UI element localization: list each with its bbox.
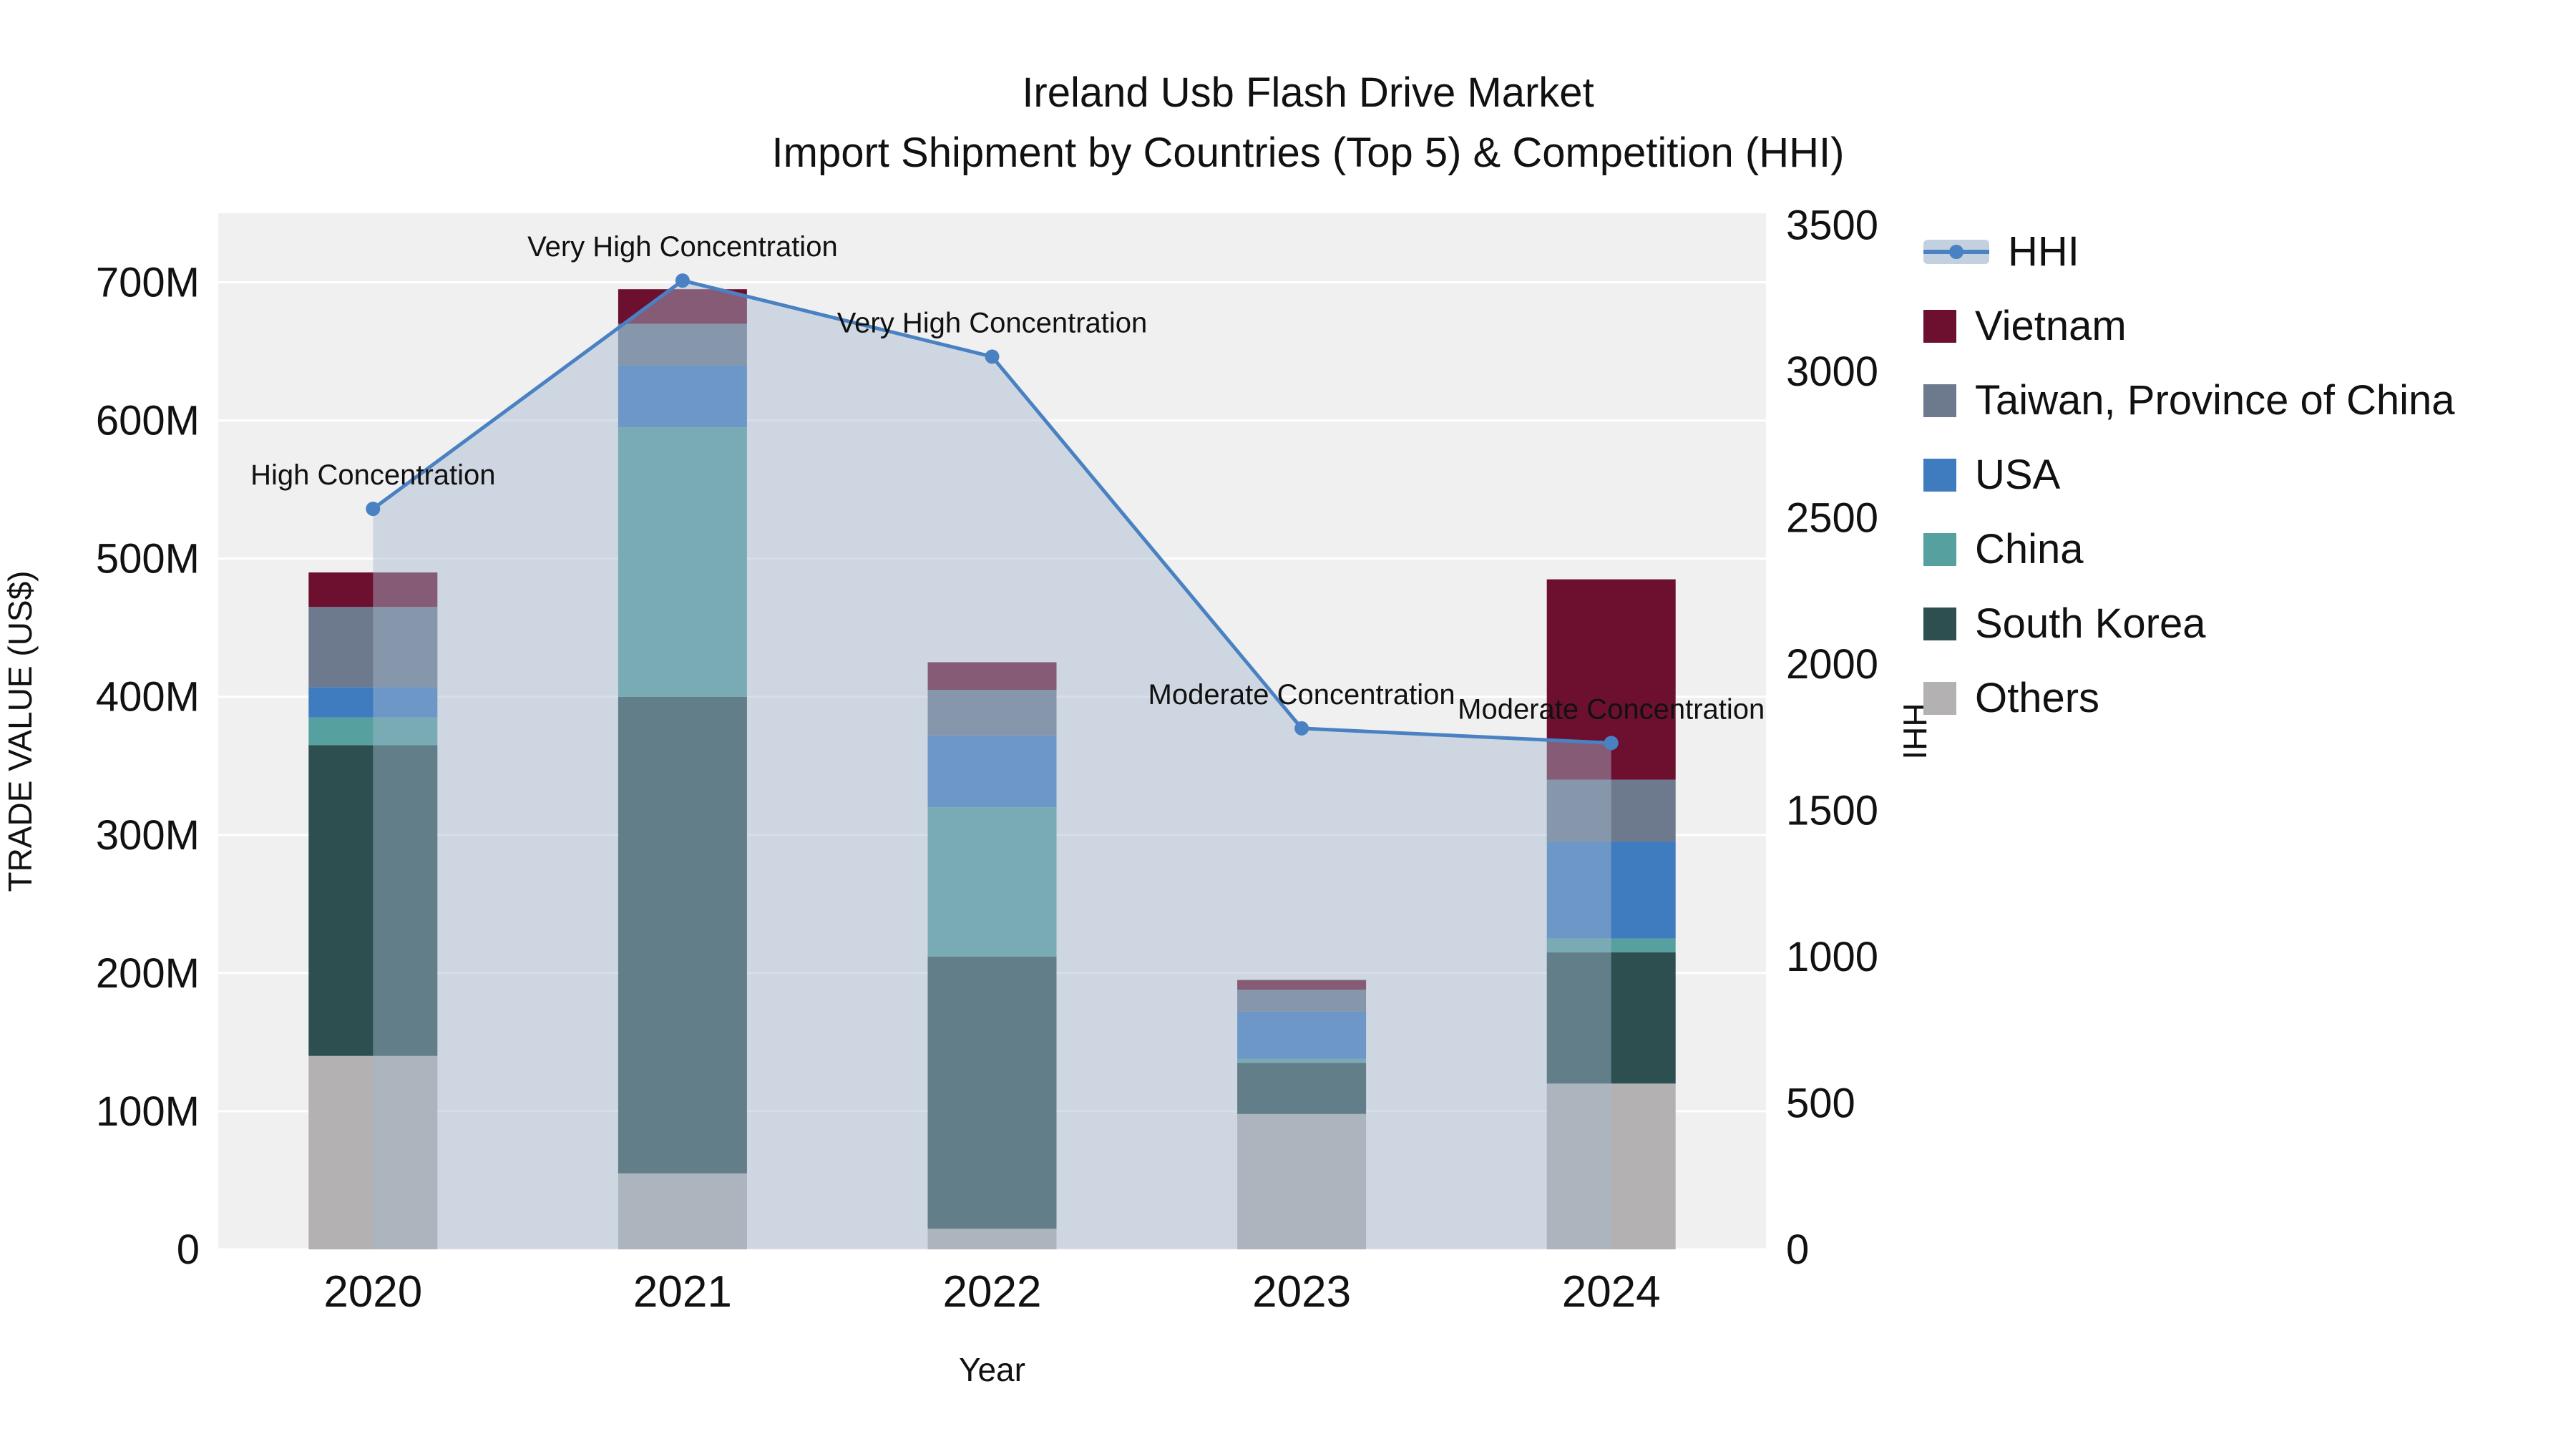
bar-segment-china-2023 xyxy=(1237,1058,1367,1063)
bar-segment-china-2021 xyxy=(618,427,747,697)
right-tick-label: 3000 xyxy=(1786,348,1878,395)
bar-segment-south-korea-2021 xyxy=(618,696,747,1174)
bar-segment-china-2024 xyxy=(1546,938,1676,952)
legend-color-swatch xyxy=(1923,607,1956,640)
x-tick-label: 2022 xyxy=(943,1267,1042,1317)
legend-label: Vietnam xyxy=(1975,303,2127,349)
bar-segment-taiwan-province-of-china-2020 xyxy=(308,607,438,688)
legend-color-swatch xyxy=(1923,309,1956,343)
right-tick-label: 2000 xyxy=(1786,641,1878,688)
hhi-area xyxy=(373,280,1611,1249)
left-tick-label: 300M xyxy=(96,812,200,859)
left-tick-label: 500M xyxy=(96,536,200,582)
right-tick-label: 500 xyxy=(1786,1080,1855,1126)
legend-label: China xyxy=(1975,526,2084,572)
right-tick-label: 3500 xyxy=(1786,202,1878,248)
annotation-2020: High Concentration xyxy=(250,459,495,491)
legend-label: HHI xyxy=(2008,228,2079,275)
bar-segment-south-korea-2022 xyxy=(927,956,1057,1229)
annotation-2021: Very High Concentration xyxy=(527,231,838,263)
legend-color-swatch xyxy=(1923,384,1956,417)
legend-item-south-korea[interactable]: South Korea xyxy=(1923,600,2455,648)
bar-segment-usa-2020 xyxy=(308,687,438,718)
annotation-2022: Very High Concentration xyxy=(837,307,1148,338)
bar-segment-taiwan-province-of-china-2023 xyxy=(1237,990,1367,1012)
legend-color-swatch xyxy=(1923,532,1956,566)
legend-color-swatch xyxy=(1923,458,1956,492)
legend-item-usa[interactable]: USA xyxy=(1923,451,2455,499)
bar-segment-vietnam-2022 xyxy=(927,662,1057,691)
hhi-point-2023 xyxy=(1294,721,1309,736)
right-tick-label: 1500 xyxy=(1786,787,1878,834)
bar-segment-south-korea-2023 xyxy=(1237,1063,1367,1114)
bar-segment-taiwan-province-of-china-2022 xyxy=(927,690,1057,736)
left-tick-label: 600M xyxy=(96,398,200,444)
bar-segment-others-2021 xyxy=(618,1173,747,1249)
bar-segment-taiwan-province-of-china-2021 xyxy=(618,323,747,366)
bar-segment-vietnam-2021 xyxy=(618,289,747,324)
hhi-point-2020 xyxy=(366,502,381,517)
bar-segment-others-2020 xyxy=(308,1055,438,1249)
chart-legend: HHI Vietnam Taiwan, Province of China USA Ch… xyxy=(1923,228,2455,748)
left-tick-label: 400M xyxy=(96,674,200,721)
legend-item-taiwan-province-of-china[interactable]: Taiwan, Province of China xyxy=(1923,376,2455,424)
bar-segment-south-korea-2024 xyxy=(1546,952,1676,1084)
legend-label: Taiwan, Province of China xyxy=(1975,377,2455,424)
annotation-2023: Moderate Concentration xyxy=(1148,679,1455,711)
hhi-point-2022 xyxy=(985,349,1000,364)
left-tick-label: 700M xyxy=(96,260,200,306)
chart-title-line1: Ireland Usb Flash Drive Market xyxy=(1022,69,1594,116)
hhi-point-2024 xyxy=(1604,736,1619,751)
x-axis-title: Year xyxy=(959,1351,1025,1388)
bar-segment-others-2024 xyxy=(1546,1083,1676,1249)
bar-segment-others-2023 xyxy=(1237,1113,1367,1249)
bar-segment-vietnam-2020 xyxy=(308,572,438,608)
legend-line-swatch xyxy=(1923,239,1989,264)
bar-segment-vietnam-2023 xyxy=(1237,980,1367,990)
bar-segment-south-korea-2020 xyxy=(308,745,438,1056)
legend-item-vietnam[interactable]: Vietnam xyxy=(1923,302,2455,350)
bar-segment-usa-2023 xyxy=(1237,1011,1367,1059)
legend-label: Others xyxy=(1975,675,2100,721)
bar-segment-china-2022 xyxy=(927,807,1057,957)
legend-item-china[interactable]: China xyxy=(1923,525,2455,573)
x-tick-label: 2020 xyxy=(323,1267,422,1317)
x-tick-label: 2023 xyxy=(1252,1267,1351,1317)
bar-segment-usa-2021 xyxy=(618,365,747,428)
right-tick-label: 0 xyxy=(1786,1226,1809,1273)
annotation-2024: Moderate Concentration xyxy=(1458,693,1765,725)
left-tick-label: 0 xyxy=(177,1226,200,1273)
legend-item-others[interactable]: Others xyxy=(1923,674,2455,722)
chart-title-line2: Import Shipment by Countries (Top 5) & C… xyxy=(771,130,1845,177)
x-tick-label: 2021 xyxy=(633,1267,732,1317)
hhi-point-2021 xyxy=(675,273,690,288)
x-tick-label: 2024 xyxy=(1562,1267,1661,1317)
right-tick-label: 2500 xyxy=(1786,494,1878,541)
bar-segment-taiwan-province-of-china-2024 xyxy=(1546,779,1676,842)
chart-title: Ireland Usb Flash Drive Market Import Sh… xyxy=(40,63,2576,183)
left-tick-label: 100M xyxy=(96,1088,200,1135)
legend-line-marker xyxy=(1949,244,1963,259)
left-axis-title: TRADE VALUE (US$) xyxy=(1,570,39,892)
legend-label: USA xyxy=(1975,452,2061,498)
bar-segment-usa-2024 xyxy=(1546,841,1676,939)
legend-color-swatch xyxy=(1923,681,1956,715)
left-tick-label: 200M xyxy=(96,950,200,997)
legend-label: South Korea xyxy=(1975,600,2206,647)
legend-item-hhi[interactable]: HHI xyxy=(1923,228,2455,275)
bar-segment-usa-2022 xyxy=(927,735,1057,808)
bar-segment-china-2020 xyxy=(308,717,438,746)
bar-segment-others-2022 xyxy=(927,1229,1057,1249)
right-tick-label: 1000 xyxy=(1786,934,1878,980)
